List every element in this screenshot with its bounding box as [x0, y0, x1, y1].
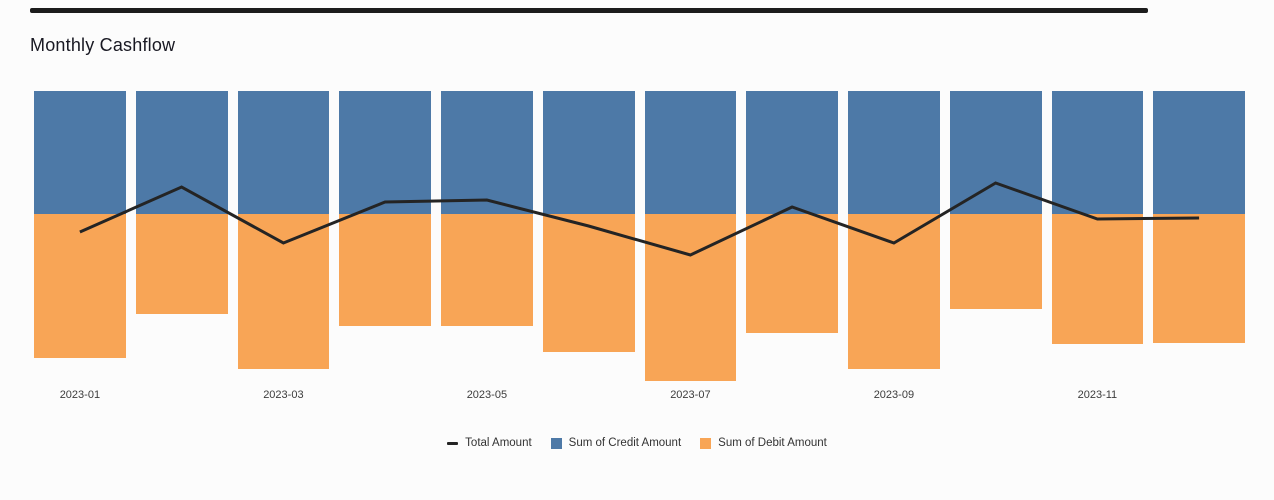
legend-item-sum-of-credit-amount[interactable]: Sum of Credit Amount — [550, 437, 682, 449]
debit-bar[interactable] — [441, 213, 533, 326]
square-swatch-icon — [700, 437, 712, 449]
page-title: Monthly Cashflow — [30, 35, 176, 55]
credit-bar[interactable] — [644, 90, 737, 214]
credit-bar[interactable] — [339, 90, 431, 214]
legend: Total Amount Sum of Credit Amount Sum of D… — [0, 437, 1274, 449]
credit-bar[interactable] — [441, 90, 533, 214]
debit-bar[interactable] — [339, 213, 431, 326]
line-swatch-icon — [447, 441, 459, 445]
cashflow-chart — [34, 90, 1245, 381]
x-axis-label: 2023-09 — [873, 389, 915, 401]
x-axis-label: 2023-11 — [1077, 389, 1118, 401]
debit-bar[interactable] — [237, 213, 330, 369]
debit-bar[interactable] — [949, 213, 1042, 309]
credit-bar[interactable] — [949, 90, 1042, 214]
credit-bar[interactable] — [542, 90, 635, 214]
credit-bar[interactable] — [848, 90, 940, 214]
legend-label: Total Amount — [465, 437, 532, 449]
x-axis-label: 2023-01 — [59, 389, 101, 401]
debit-bar[interactable] — [644, 213, 737, 381]
debit-bar[interactable] — [848, 213, 940, 369]
debit-bar[interactable] — [542, 213, 635, 352]
top-accent-bar — [30, 8, 1148, 13]
credit-bar[interactable] — [746, 90, 838, 214]
debit-bar[interactable] — [1051, 213, 1144, 344]
square-swatch-icon — [550, 437, 562, 449]
x-axis-label: 2023-03 — [263, 389, 304, 401]
legend-label: Sum of Credit Amount — [568, 437, 682, 449]
debit-bar[interactable] — [1153, 213, 1245, 343]
debit-bar[interactable] — [135, 213, 228, 314]
credit-bar[interactable] — [1051, 90, 1144, 214]
debit-bar[interactable] — [746, 213, 838, 333]
legend-item-sum-of-debit-amount[interactable]: Sum of Debit Amount — [700, 437, 827, 449]
credit-bar[interactable] — [1153, 90, 1245, 214]
debit-bar[interactable] — [34, 213, 126, 358]
credit-bar[interactable] — [34, 90, 126, 214]
legend-label: Sum of Debit Amount — [718, 437, 827, 449]
x-axis-label: 2023-07 — [670, 389, 711, 401]
x-axis-label: 2023-05 — [466, 389, 508, 401]
credit-bar[interactable] — [237, 90, 330, 214]
legend-item-total-amount[interactable]: Total Amount — [447, 437, 532, 449]
credit-bar[interactable] — [135, 90, 228, 214]
